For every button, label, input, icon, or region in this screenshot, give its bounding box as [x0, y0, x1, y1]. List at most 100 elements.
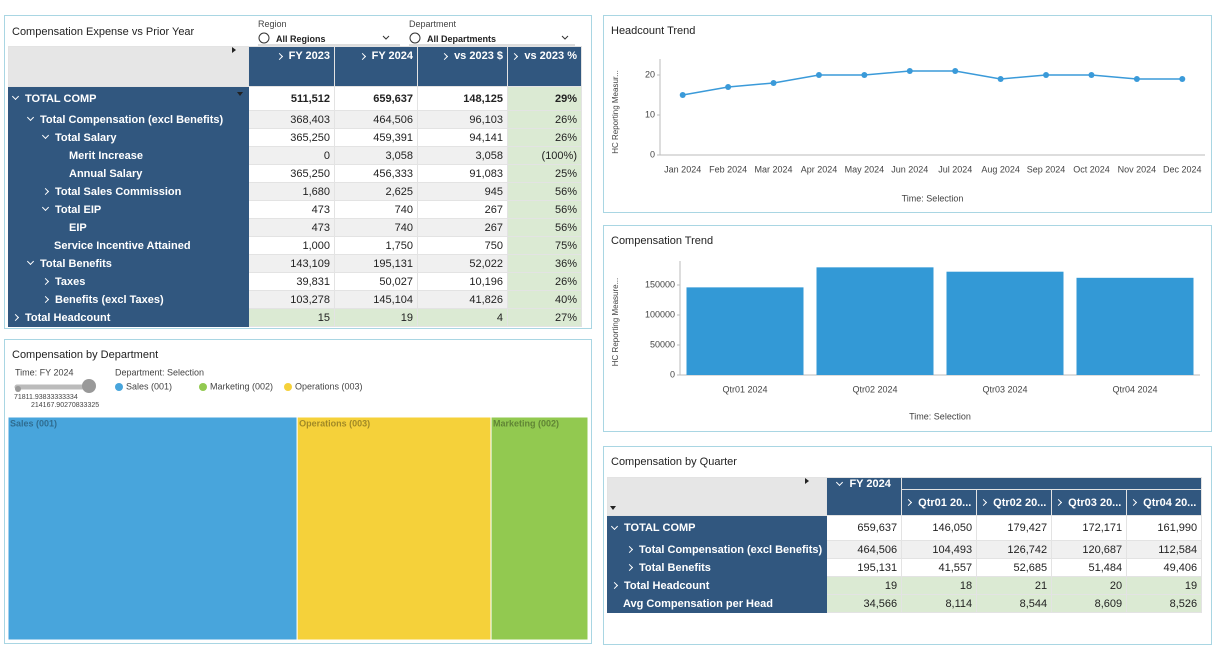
table-cell: 51,484: [1052, 559, 1127, 577]
chevron: [42, 296, 49, 303]
table-cell: 267: [418, 219, 508, 237]
chevron: [612, 602, 616, 606]
table-cell: 104,493: [902, 541, 977, 559]
chevron: [27, 114, 34, 121]
table-cell: 41,557: [902, 559, 977, 577]
chevron: [43, 244, 47, 248]
table-cell: 464,506: [827, 541, 902, 559]
table-cell: 0: [249, 147, 335, 165]
table-row: Total Salary365,250459,39194,14126%: [9, 129, 582, 147]
table-cell: 56%: [508, 201, 582, 219]
table-cell: 29%: [508, 87, 582, 111]
group-band: [902, 478, 1202, 490]
table-cell: 19: [827, 577, 902, 595]
table-cell: 1,000: [249, 237, 335, 255]
quarter-table: FY 2024Qtr01 20...Qtr02 20...Qtr03 20...…: [607, 477, 1202, 613]
row-label-text: Total Compensation (excl Benefits): [639, 544, 822, 556]
table-cell: 25%: [508, 165, 582, 183]
table-cell: 8,609: [1052, 595, 1127, 613]
table-cell: 75%: [508, 237, 582, 255]
panel-title: Compensation by Quarter: [611, 456, 737, 468]
table-cell: 50,027: [335, 273, 418, 291]
chevron: [980, 499, 987, 506]
table-cell: 21: [977, 577, 1052, 595]
table-cell: 56%: [508, 219, 582, 237]
row-label: Total Compensation (excl Benefits): [608, 541, 827, 559]
table-cell: 659,637: [827, 516, 902, 541]
table-row: Total Compensation (excl Benefits)368,40…: [9, 111, 582, 129]
table-cell: 750: [418, 237, 508, 255]
row-label: Total Compensation (excl Benefits): [9, 111, 249, 129]
chevron: [1130, 499, 1137, 506]
row-label: Total Benefits: [9, 255, 249, 273]
table-cell: 365,250: [249, 165, 335, 183]
filter-label: Region: [258, 19, 287, 29]
panel-title: Compensation by Department: [12, 349, 158, 361]
chevron: [626, 564, 633, 571]
table-cell: 945: [418, 183, 508, 201]
column-header: vs 2023 %: [508, 47, 582, 87]
table-cell: 740: [335, 219, 418, 237]
headcount-panel: Headcount Trend: [603, 15, 1212, 213]
table-row: Avg Compensation per Head34,5668,1148,54…: [608, 595, 1202, 613]
table-cell: 456,333: [335, 165, 418, 183]
table-cell: 740: [335, 201, 418, 219]
table-cell: 34,566: [827, 595, 902, 613]
row-label-text: EIP: [69, 222, 87, 234]
column-header-text: Qtr02 20...: [993, 497, 1046, 509]
table-cell: 464,506: [335, 111, 418, 129]
column-header-text: vs 2023 $: [454, 50, 503, 62]
table-cell: 1,680: [249, 183, 335, 201]
chevron: [12, 314, 19, 321]
table-cell: 26%: [508, 273, 582, 291]
header-row: FY 2023FY 2024 vs 2023 $ vs 2023 %: [9, 47, 582, 87]
table-cell: 20: [1052, 577, 1127, 595]
row-label-text: Total EIP: [55, 204, 101, 216]
dept-panel: Compensation by Department: [4, 339, 592, 644]
table-cell: 145,104: [335, 291, 418, 309]
table-cell: 18: [902, 577, 977, 595]
row-label: TOTAL COMP: [608, 516, 827, 541]
column-header: Qtr02 20...: [977, 490, 1052, 516]
row-label: Taxes: [9, 273, 249, 291]
table-cell: 3,058: [335, 147, 418, 165]
row-label-text: Benefits (excl Taxes): [55, 294, 164, 306]
row-label: Total Salary: [9, 129, 249, 147]
table-row: TOTAL COMP511,512659,637148,12529%: [9, 87, 582, 111]
table-row: TOTAL COMP659,637146,050179,427172,17116…: [608, 516, 1202, 541]
table-cell: 172,171: [1052, 516, 1127, 541]
corner-cell: [608, 478, 827, 516]
row-label: EIP: [9, 219, 249, 237]
table-cell: 511,512: [249, 87, 335, 111]
chevron: [611, 523, 618, 530]
table-cell: 120,687: [1052, 541, 1127, 559]
table-cell: 459,391: [335, 129, 418, 147]
table-cell: 39,831: [249, 273, 335, 291]
table-row: Total Compensation (excl Benefits) 464,50…: [608, 541, 1202, 559]
table-cell: 659,637: [335, 87, 418, 111]
table-cell: 27%: [508, 309, 582, 327]
table-cell: 195,131: [335, 255, 418, 273]
table-row: Benefits (excl Taxes)103,278145,10441,82…: [9, 291, 582, 309]
group-header-text: FY 2024: [849, 478, 890, 490]
row-label-text: Taxes: [55, 276, 85, 288]
row-label: Total Sales Commission: [9, 183, 249, 201]
table-row: Total Sales Commission1,6802,62594556%: [9, 183, 582, 201]
table-cell: 4: [418, 309, 508, 327]
table-cell: 103,278: [249, 291, 335, 309]
row-label-text: Total Headcount: [25, 312, 110, 324]
column-header-text: Qtr04 20...: [1143, 497, 1196, 509]
column-header: FY 2023: [249, 47, 335, 87]
comp-table: FY 2023FY 2024 vs 2023 $ vs 2023 %TOTAL CO…: [8, 46, 582, 327]
chevron: [611, 582, 618, 589]
table-cell: 8,544: [977, 595, 1052, 613]
table-cell: 126,742: [977, 541, 1052, 559]
table-cell: 40%: [508, 291, 582, 309]
chevron: [58, 154, 62, 158]
row-label: Service Incentive Attained: [9, 237, 249, 255]
chevron: [12, 93, 19, 100]
panel-title: Compensation Trend: [611, 235, 713, 247]
column-header: FY 2024: [335, 47, 418, 87]
table-row: Total Benefits195,13141,55752,68551,4844…: [608, 559, 1202, 577]
table-cell: (100%): [508, 147, 582, 165]
